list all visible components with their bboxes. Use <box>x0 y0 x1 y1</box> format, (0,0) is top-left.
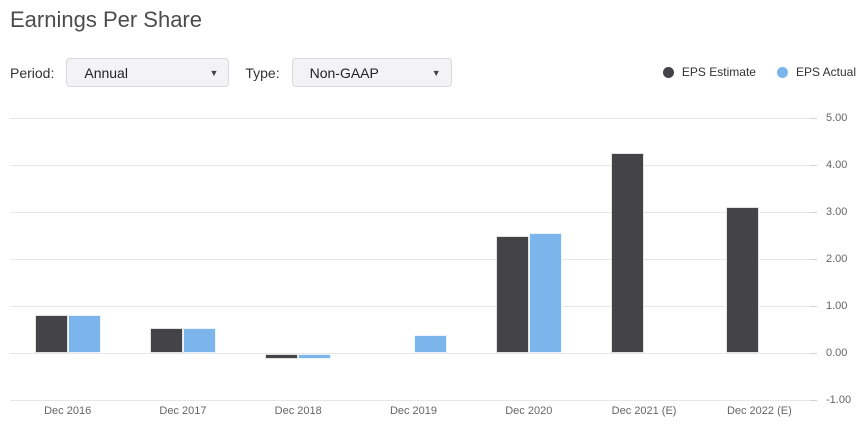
bar-eps-actual-dec-2019[interactable] <box>413 335 447 353</box>
x-axis-label: Dec 2019 <box>389 405 438 417</box>
y-axis-label: 1.00 <box>826 300 848 312</box>
y-axis-tick <box>810 306 817 307</box>
x-axis-label: Dec 2018 <box>274 405 322 417</box>
bar-eps-estimate-dec-2020[interactable] <box>495 235 529 353</box>
legend-label: EPS Estimate <box>681 65 756 79</box>
gridline <box>10 259 810 260</box>
bar-eps-estimate-dec-2018[interactable] <box>265 354 299 359</box>
y-axis-label: 3.00 <box>826 206 848 218</box>
x-axis-label: Dec 2017 <box>159 405 207 417</box>
gridline <box>10 353 810 354</box>
legend: EPS Estimate EPS Actual <box>662 60 856 84</box>
bar-eps-actual-dec-2020[interactable] <box>528 233 562 353</box>
bar-eps-actual-dec-2017[interactable] <box>182 328 216 353</box>
type-select-value: Non-GAAP <box>309 64 379 81</box>
gridline <box>10 212 810 213</box>
gridline <box>10 400 810 401</box>
legend-item-eps-estimate[interactable]: EPS Estimate <box>662 65 756 79</box>
y-axis-tick <box>810 118 817 119</box>
chevron-down-icon: ▼ <box>209 67 219 78</box>
bar-eps-estimate-dec-2021-e[interactable] <box>611 153 645 353</box>
y-axis-tick <box>810 259 817 260</box>
y-axis-label: 2.00 <box>826 253 848 265</box>
y-axis-label: 0.00 <box>826 347 848 359</box>
bar-eps-estimate-dec-2017[interactable] <box>149 328 183 353</box>
period-select[interactable]: Annual ▼ <box>66 58 230 87</box>
x-axis-label: Dec 2021 (E) <box>611 405 677 417</box>
bar-eps-actual-dec-2016[interactable] <box>67 315 101 353</box>
gridline <box>10 306 810 307</box>
legend-dot-icon <box>662 66 674 78</box>
y-axis-tick <box>810 165 817 166</box>
y-axis-tick <box>810 400 817 401</box>
type-label: Type: <box>245 64 280 81</box>
bar-eps-actual-dec-2018[interactable] <box>298 354 332 359</box>
legend-item-eps-actual[interactable]: EPS Actual <box>776 65 856 79</box>
y-axis-label: -1.00 <box>826 394 852 406</box>
gridline <box>10 165 810 166</box>
chevron-down-icon: ▼ <box>431 67 441 78</box>
x-axis-label: Dec 2020 <box>505 405 553 417</box>
y-axis-label: 5.00 <box>826 112 848 124</box>
y-axis-tick <box>810 353 817 354</box>
bar-eps-estimate-dec-2022-e[interactable] <box>726 207 760 353</box>
period-label: Period: <box>10 64 55 81</box>
legend-label: EPS Actual <box>795 65 856 79</box>
gridline <box>10 118 810 119</box>
page-title: Earnings Per Share <box>10 7 202 32</box>
y-axis-label: 4.00 <box>826 159 848 171</box>
x-axis-label: Dec 2016 <box>44 405 92 417</box>
bar-eps-estimate-dec-2016[interactable] <box>34 315 68 353</box>
eps-bar-chart: 5.00 4.00 3.00 2.00 1.00 0.00 -1.00 Dec 2016 Dec… <box>0 100 860 432</box>
y-axis-tick <box>810 212 817 213</box>
period-select-value: Annual <box>84 64 128 81</box>
controls-bar: Period: Annual ▼ Type: Non-GAAP ▼ <box>10 58 452 87</box>
type-select[interactable]: Non-GAAP ▼ <box>291 58 452 87</box>
x-axis-label: Dec 2022 (E) <box>726 405 792 417</box>
legend-dot-icon <box>776 66 788 78</box>
